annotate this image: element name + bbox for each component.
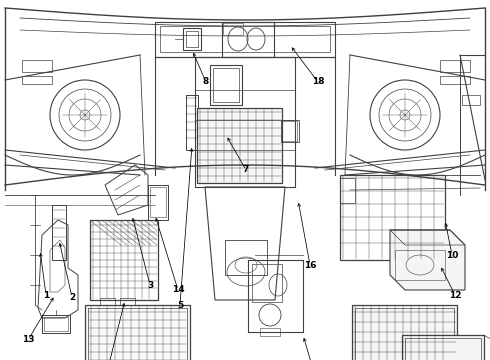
- Text: 2: 2: [69, 292, 75, 302]
- Text: 3: 3: [147, 280, 153, 289]
- Bar: [405, 338, 481, 360]
- Text: 12: 12: [449, 291, 461, 300]
- Bar: [155, 22, 335, 57]
- Bar: [85, 305, 190, 360]
- Bar: [44, 317, 68, 331]
- Text: 13: 13: [22, 336, 34, 345]
- Bar: [22, 76, 52, 84]
- Polygon shape: [390, 230, 465, 290]
- Bar: [42, 315, 70, 333]
- Bar: [462, 95, 480, 105]
- Bar: [52, 205, 66, 260]
- Bar: [210, 65, 242, 105]
- Bar: [197, 108, 282, 183]
- Bar: [402, 335, 484, 360]
- Bar: [225, 240, 267, 275]
- Bar: [260, 328, 280, 336]
- Bar: [282, 121, 297, 141]
- Text: 16: 16: [304, 261, 316, 270]
- Text: 8: 8: [203, 77, 209, 86]
- Bar: [186, 31, 198, 47]
- Bar: [195, 57, 295, 187]
- Bar: [22, 60, 52, 72]
- Text: 14: 14: [172, 285, 184, 294]
- Bar: [340, 178, 355, 203]
- Text: 7: 7: [243, 166, 249, 175]
- Bar: [183, 28, 201, 50]
- Bar: [90, 220, 158, 300]
- Bar: [440, 76, 470, 84]
- Bar: [281, 120, 299, 142]
- Text: 18: 18: [312, 77, 324, 86]
- Bar: [222, 22, 274, 57]
- Bar: [88, 308, 187, 360]
- Bar: [355, 308, 454, 360]
- Text: 10: 10: [446, 251, 458, 260]
- Bar: [340, 175, 445, 260]
- Bar: [213, 68, 239, 102]
- Bar: [395, 250, 445, 280]
- Bar: [100, 298, 115, 306]
- Bar: [352, 305, 457, 360]
- Bar: [148, 185, 168, 220]
- Text: 1: 1: [43, 291, 49, 300]
- Bar: [223, 23, 243, 35]
- Text: 5: 5: [177, 301, 183, 310]
- Bar: [160, 26, 330, 52]
- Bar: [440, 60, 470, 72]
- Bar: [248, 260, 303, 332]
- Bar: [252, 264, 282, 302]
- Bar: [120, 298, 135, 306]
- Bar: [186, 95, 198, 150]
- Bar: [150, 187, 166, 217]
